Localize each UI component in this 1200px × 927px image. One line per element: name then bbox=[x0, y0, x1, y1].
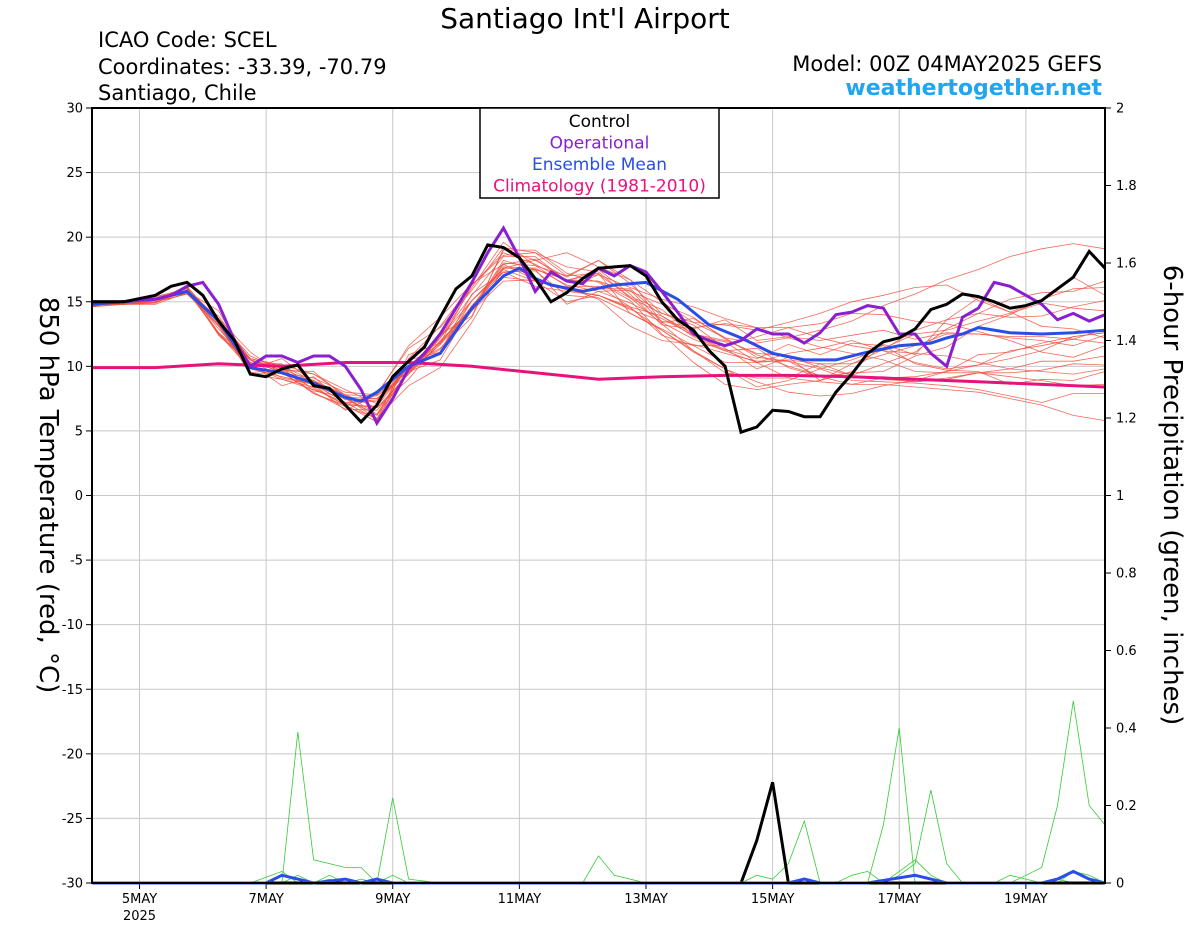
location: Santiago, Chile bbox=[98, 81, 257, 105]
x-tick-label: 9MAY bbox=[375, 892, 410, 907]
y2-axis-title: 6-hour Precipitation (green, inches) bbox=[1157, 265, 1187, 725]
site-link[interactable]: weathertogether.net bbox=[845, 76, 1102, 101]
control-line bbox=[92, 243, 1107, 435]
y2-tick-label: 0.2 bbox=[1116, 799, 1137, 814]
climatology-line bbox=[92, 361, 1106, 389]
y-tick-label: -30 bbox=[62, 877, 83, 892]
main-series bbox=[91, 225, 1107, 885]
axis-ticks: 302520151050-5-10-15-20-25-3021.81.61.41… bbox=[62, 102, 1137, 925]
y2-tick-label: 0.8 bbox=[1116, 567, 1137, 582]
x-tick-year: 2025 bbox=[123, 909, 156, 924]
y-tick-label: 20 bbox=[66, 231, 83, 246]
y-tick-label: 25 bbox=[66, 166, 83, 181]
y2-tick-label: 0 bbox=[1116, 877, 1124, 892]
y-tick-label: -25 bbox=[62, 812, 83, 827]
member-precip-line bbox=[92, 700, 1106, 884]
member-temp-line bbox=[91, 243, 1106, 406]
mean-precip-line bbox=[92, 869, 1106, 885]
model-run: Model: 00Z 04MAY2025 GEFS bbox=[792, 52, 1102, 76]
member-temp-line bbox=[91, 256, 1106, 407]
x-tick-label: 15MAY bbox=[751, 892, 795, 907]
legend-box bbox=[479, 107, 720, 199]
y2-tick-label: 0.6 bbox=[1116, 644, 1137, 659]
y-tick-label: 10 bbox=[66, 360, 83, 375]
y-tick-label: 30 bbox=[66, 102, 83, 117]
y-tick-label: -15 bbox=[62, 683, 83, 698]
legend-entry: Climatology (1981-2010) bbox=[493, 177, 706, 197]
member-temp-line bbox=[91, 258, 1106, 397]
legend-entry: Ensemble Mean bbox=[532, 155, 667, 175]
icao-code: ICAO Code: SCEL bbox=[98, 28, 277, 52]
x-tick-label: 5MAY bbox=[122, 892, 157, 907]
x-tick-label: 11MAY bbox=[498, 892, 542, 907]
y2-tick-label: 1.6 bbox=[1116, 257, 1137, 272]
y2-tick-label: 1.8 bbox=[1116, 179, 1137, 194]
y2-tick-label: 1 bbox=[1116, 489, 1124, 504]
x-tick-label: 17MAY bbox=[877, 892, 921, 907]
axis-titles: 850 hPa Temperature (red, °C) 6-hour Prec… bbox=[33, 265, 1187, 725]
member-precip-line bbox=[92, 789, 1106, 884]
y-tick-label: -20 bbox=[62, 747, 83, 762]
coordinates: Coordinates: -33.39, -70.79 bbox=[98, 55, 387, 79]
y2-tick-label: 1.2 bbox=[1116, 412, 1137, 427]
x-tick-label: 7MAY bbox=[248, 892, 283, 907]
member-temp-line bbox=[91, 269, 1106, 411]
y2-tick-label: 2 bbox=[1116, 102, 1124, 117]
legend-entry: Operational bbox=[550, 134, 650, 154]
grid-lines bbox=[92, 108, 1105, 883]
y-axis-title: 850 hPa Temperature (red, °C) bbox=[33, 297, 63, 694]
precip-members bbox=[92, 700, 1106, 884]
chart-title: Santiago Int'l Airport bbox=[440, 2, 730, 35]
ensemble-mean-line bbox=[91, 266, 1106, 403]
member-temp-line bbox=[91, 269, 1106, 403]
y-tick-label: 15 bbox=[66, 295, 83, 310]
y-tick-label: -5 bbox=[70, 554, 83, 569]
control-precip-line bbox=[92, 781, 1105, 885]
y-tick-label: -10 bbox=[62, 618, 83, 633]
legend-entry: Control bbox=[569, 112, 630, 132]
y-tick-label: 0 bbox=[75, 489, 83, 504]
y2-tick-label: 1.4 bbox=[1116, 334, 1137, 349]
y2-tick-label: 0.4 bbox=[1116, 722, 1137, 737]
y-tick-label: 5 bbox=[75, 424, 83, 439]
x-tick-label: 13MAY bbox=[624, 892, 668, 907]
operational-line bbox=[92, 225, 1106, 427]
x-tick-label: 19MAY bbox=[1004, 892, 1048, 907]
member-temp-line bbox=[92, 249, 1106, 420]
member-precip-line bbox=[92, 870, 1105, 884]
